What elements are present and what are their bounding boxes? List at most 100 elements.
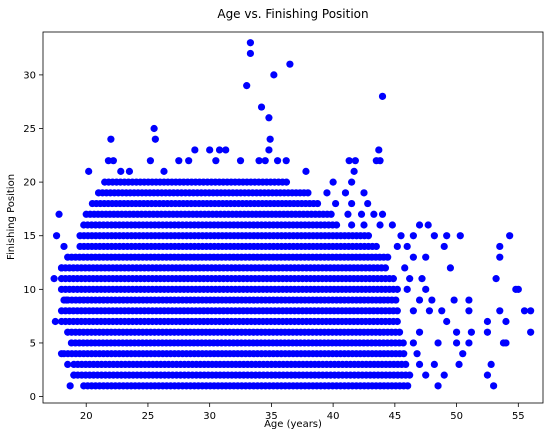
scatter-point bbox=[434, 382, 442, 390]
scatter-point bbox=[348, 221, 356, 229]
scatter-point bbox=[400, 350, 408, 358]
scatter-point bbox=[304, 189, 312, 197]
scatter-point bbox=[465, 307, 473, 315]
scatter-point bbox=[527, 328, 535, 336]
scatter-point bbox=[401, 264, 409, 272]
scatter-point bbox=[60, 242, 68, 251]
scatter-point bbox=[329, 178, 337, 186]
scatter-point bbox=[388, 221, 396, 229]
scatter-point bbox=[257, 103, 266, 111]
scatter-point bbox=[502, 317, 510, 326]
scatter-point bbox=[450, 296, 458, 304]
scatter-point bbox=[348, 199, 356, 208]
x-tick-label: 45 bbox=[388, 411, 401, 422]
scatter-point bbox=[265, 146, 273, 154]
x-tick-label: 55 bbox=[512, 411, 525, 422]
scatter-point bbox=[62, 296, 71, 304]
scatter-point bbox=[452, 339, 461, 347]
scatter-point bbox=[64, 360, 72, 368]
scatter-point bbox=[384, 253, 392, 261]
scatter-point bbox=[467, 328, 475, 336]
scatter-point bbox=[443, 232, 451, 240]
scatter-point bbox=[265, 114, 273, 122]
scatter-point bbox=[236, 157, 245, 165]
scatter-point bbox=[378, 210, 387, 218]
scatter-point bbox=[403, 285, 411, 293]
scatter-point bbox=[395, 328, 404, 336]
scatter-point bbox=[483, 317, 492, 326]
y-tick-label: 0 bbox=[30, 392, 36, 403]
scatter-point bbox=[150, 124, 158, 133]
scatter-point bbox=[360, 221, 368, 229]
scatter-point bbox=[487, 360, 495, 368]
scatter-point bbox=[415, 328, 424, 336]
scatter-point bbox=[175, 157, 183, 165]
scatter-point bbox=[215, 146, 224, 154]
scatter-point bbox=[424, 221, 432, 229]
scatter-point bbox=[185, 157, 193, 165]
scatter-point bbox=[327, 210, 335, 218]
y-tick-label: 25 bbox=[23, 124, 36, 135]
scatter-point bbox=[393, 242, 401, 251]
scatter-point bbox=[357, 210, 366, 218]
scatter-point bbox=[323, 189, 331, 197]
scatter-point bbox=[344, 210, 352, 218]
scatter-point bbox=[422, 285, 430, 293]
scatter-point bbox=[378, 92, 387, 100]
scatter-point bbox=[246, 39, 255, 47]
scatter-point bbox=[370, 210, 378, 218]
scatter-point bbox=[341, 189, 350, 197]
scatter-point bbox=[446, 264, 455, 272]
scatter-point bbox=[70, 371, 78, 379]
scatter-point bbox=[282, 157, 290, 165]
chart-title: Age vs. Finishing Position bbox=[217, 7, 368, 21]
scatter-point bbox=[430, 360, 438, 368]
scatter-point bbox=[266, 135, 274, 143]
scatter-point bbox=[104, 157, 113, 165]
scatter-point bbox=[403, 242, 411, 251]
scatter-point bbox=[409, 232, 417, 240]
scatter-point bbox=[393, 307, 401, 315]
scatter-point bbox=[409, 339, 417, 347]
scatter-point bbox=[151, 135, 159, 143]
scatter-point bbox=[483, 371, 492, 379]
x-tick-label: 50 bbox=[450, 411, 463, 422]
scatter-point bbox=[456, 232, 464, 240]
y-tick-label: 15 bbox=[23, 231, 36, 242]
scatter-point bbox=[459, 350, 467, 358]
scatter-point bbox=[483, 328, 492, 336]
scatter-point bbox=[302, 167, 310, 175]
scatter-point bbox=[496, 242, 504, 251]
y-tick-label: 30 bbox=[23, 70, 36, 81]
scatter-point bbox=[499, 339, 508, 347]
scatter-point bbox=[372, 157, 380, 165]
scatter-point bbox=[350, 167, 358, 175]
scatter-point bbox=[364, 199, 372, 208]
scatter-point bbox=[402, 360, 410, 368]
scatter-point bbox=[520, 307, 529, 315]
scatter-point bbox=[270, 71, 278, 79]
x-tick-label: 35 bbox=[265, 411, 278, 422]
scatter-point bbox=[413, 350, 421, 358]
scatter-point bbox=[397, 232, 405, 240]
scatter-point bbox=[351, 157, 359, 165]
scatter-point bbox=[375, 146, 383, 154]
scatter-point bbox=[57, 264, 66, 272]
scatter-point bbox=[107, 135, 115, 143]
scatter-point bbox=[51, 317, 59, 326]
points-layer bbox=[50, 39, 535, 390]
y-axis-title: Finishing Position bbox=[6, 174, 17, 260]
scatter-point bbox=[514, 285, 522, 293]
scatter-point bbox=[376, 221, 384, 229]
scatter-point bbox=[452, 328, 461, 336]
scatter-point bbox=[212, 157, 220, 165]
scatter-point bbox=[399, 339, 407, 347]
scatter-point bbox=[246, 49, 255, 58]
scatter-point bbox=[415, 360, 424, 368]
scatter-point bbox=[117, 167, 125, 175]
scatter-point bbox=[50, 275, 58, 283]
scatter-point bbox=[66, 382, 74, 390]
scatter-point bbox=[345, 157, 353, 165]
scatter-point bbox=[434, 339, 442, 347]
